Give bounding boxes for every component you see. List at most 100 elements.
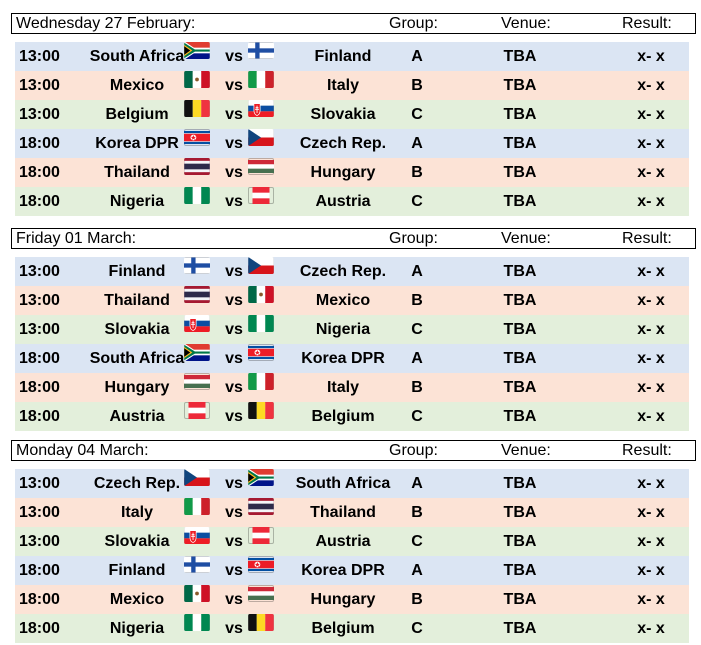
match-result: x- x <box>637 263 665 280</box>
match-row: 13:00 Finland vs Czech Rep. A TBA x- x <box>15 257 689 286</box>
nigeria-flag-icon <box>184 614 210 631</box>
away-team-name: Hungary <box>310 164 376 181</box>
south-africa-flag-icon <box>248 469 274 486</box>
vs-label: vs <box>225 379 243 396</box>
match-row: 13:00 Italy vs Thailand B TBA x- x <box>15 498 689 527</box>
vs-label: vs <box>225 504 243 521</box>
match-group: C <box>411 533 423 550</box>
group-column-header: Group: <box>389 15 438 32</box>
match-result: x- x <box>637 504 665 521</box>
hungary-flag-icon <box>248 585 274 602</box>
result-column-header: Result: <box>622 230 672 247</box>
home-team-name: Finland <box>108 562 166 579</box>
austria-flag-icon <box>248 187 274 204</box>
slovakia-flag-icon <box>184 315 210 332</box>
mexico-flag-icon <box>248 286 274 303</box>
match-row: 18:00 Austria vs Belgium C TBA x- x <box>15 402 689 431</box>
match-venue: TBA <box>503 321 537 338</box>
match-group: B <box>411 504 423 521</box>
home-team-name: Austria <box>109 408 165 425</box>
day-date-label: Wednesday 27 February: <box>16 15 196 32</box>
match-venue: TBA <box>503 504 537 521</box>
match-result: x- x <box>637 591 665 608</box>
mexico-flag-icon <box>184 585 210 602</box>
away-team-name: Belgium <box>311 408 375 425</box>
match-row: 13:00 Slovakia vs Nigeria C TBA x- x <box>15 315 689 344</box>
match-group: C <box>411 408 423 425</box>
home-team-name: South Africa <box>89 350 185 367</box>
match-venue: TBA <box>503 620 537 637</box>
vs-label: vs <box>225 263 243 280</box>
home-team-name: Nigeria <box>109 620 165 637</box>
vs-label: vs <box>225 533 243 550</box>
home-team-name: South Africa <box>89 48 185 65</box>
match-result: x- x <box>637 533 665 550</box>
match-row: 18:00 Nigeria vs Belgium C TBA x- x <box>15 614 689 643</box>
thailand-flag-icon <box>184 286 210 303</box>
match-time: 18:00 <box>19 193 60 210</box>
match-group: B <box>411 164 423 181</box>
belgium-flag-icon <box>248 614 274 631</box>
vs-label: vs <box>225 321 243 338</box>
away-team-name: Italy <box>326 379 359 396</box>
match-group: A <box>411 475 423 492</box>
match-group: C <box>411 620 423 637</box>
finland-flag-icon <box>248 42 274 59</box>
day-header: Wednesday 27 February: Group: Venue: Result… <box>11 13 696 34</box>
match-time: 18:00 <box>19 350 60 367</box>
slovakia-flag-icon <box>184 527 210 544</box>
match-venue: TBA <box>503 408 537 425</box>
day-header: Monday 04 March: Group: Venue: Result: <box>11 440 696 461</box>
match-result: x- x <box>637 321 665 338</box>
match-list: 13:00 South Africa vs Finland A TBA x- x 13:00 M… <box>15 42 689 216</box>
home-team-name: Thailand <box>104 164 170 181</box>
away-team-name: Austria <box>315 533 371 550</box>
home-team-name: Belgium <box>105 106 169 123</box>
away-team-name: Korea DPR <box>301 350 385 367</box>
home-team-name: Czech Rep. <box>93 475 181 492</box>
home-team-name: Slovakia <box>104 533 170 550</box>
venue-column-header: Venue: <box>501 230 551 247</box>
match-row: 18:00 South Africa vs Korea DPR A TBA x- x <box>15 344 689 373</box>
match-row: 18:00 Nigeria vs Austria C TBA x- x <box>15 187 689 216</box>
group-column-header: Group: <box>389 442 438 459</box>
vs-label: vs <box>225 475 243 492</box>
slovakia-flag-icon <box>248 100 274 117</box>
match-time: 18:00 <box>19 379 60 396</box>
match-row: 18:00 Finland vs Korea DPR A TBA x- x <box>15 556 689 585</box>
italy-flag-icon <box>184 498 210 515</box>
away-team-name: Czech Rep. <box>299 135 387 152</box>
match-time: 18:00 <box>19 408 60 425</box>
match-venue: TBA <box>503 106 537 123</box>
match-venue: TBA <box>503 379 537 396</box>
match-group: A <box>411 135 423 152</box>
match-group: B <box>411 292 423 309</box>
match-result: x- x <box>637 408 665 425</box>
match-venue: TBA <box>503 562 537 579</box>
match-venue: TBA <box>503 591 537 608</box>
match-venue: TBA <box>503 263 537 280</box>
finland-flag-icon <box>184 556 210 573</box>
away-team-name: Austria <box>315 193 371 210</box>
match-row: 18:00 Hungary vs Italy B TBA x- x <box>15 373 689 402</box>
vs-label: vs <box>225 106 243 123</box>
vs-label: vs <box>225 135 243 152</box>
away-team-name: Hungary <box>310 591 376 608</box>
match-venue: TBA <box>503 350 537 367</box>
vs-label: vs <box>225 408 243 425</box>
home-team-name: Finland <box>108 263 166 280</box>
result-column-header: Result: <box>622 15 672 32</box>
match-time: 13:00 <box>19 106 60 123</box>
home-team-name: Italy <box>120 504 153 521</box>
korea-dpr-flag-icon <box>184 129 210 146</box>
day-date-label: Monday 04 March: <box>16 442 149 459</box>
match-result: x- x <box>637 379 665 396</box>
match-venue: TBA <box>503 292 537 309</box>
match-row: 13:00 Mexico vs Italy B TBA x- x <box>15 71 689 100</box>
vs-label: vs <box>225 77 243 94</box>
match-row: 18:00 Thailand vs Hungary B TBA x- x <box>15 158 689 187</box>
match-result: x- x <box>637 562 665 579</box>
day-header: Friday 01 March: Group: Venue: Result: <box>11 228 696 249</box>
hungary-flag-icon <box>248 158 274 175</box>
match-group: A <box>411 263 423 280</box>
